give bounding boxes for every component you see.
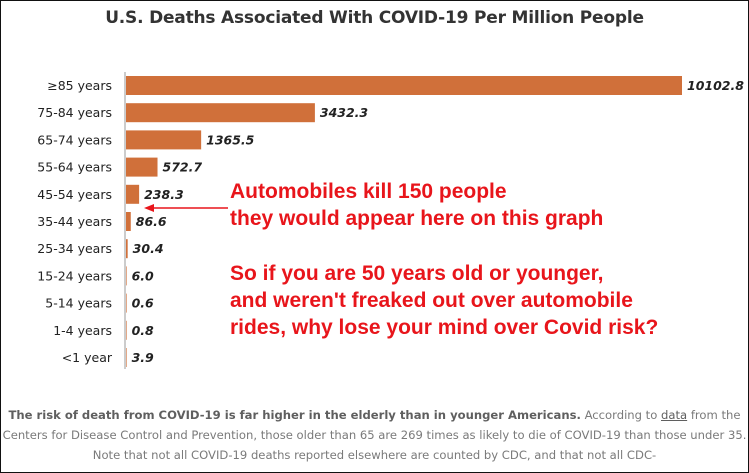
bar [126, 266, 127, 286]
bar-chart: ≥85 years 75-84 years 65-74 years 55-64 yea… [37, 72, 745, 369]
value-label: 3.9 [132, 350, 154, 365]
bar [126, 157, 158, 177]
caption: The risk of death from COVID-19 is far h… [0, 405, 749, 465]
value-label: 10102.8 [687, 78, 744, 93]
bar [126, 130, 202, 150]
category-label: 65-74 years [37, 132, 112, 147]
caption-bold-sentence: The risk of death from COVID-19 is far h… [8, 408, 581, 422]
category-label: <1 year [62, 350, 113, 365]
caption-text-1: According to [580, 408, 662, 422]
bar [126, 76, 682, 95]
bar [126, 212, 131, 231]
bar [126, 103, 315, 123]
category-label: 45-54 years [37, 187, 112, 202]
category-label: 75-84 years [37, 105, 112, 120]
annotation-question-line-2: and weren't freaked out over automobile [230, 289, 633, 312]
bars [126, 76, 682, 367]
category-label: 35-44 years [37, 214, 112, 229]
bar [126, 348, 127, 367]
value-label: 3432.3 [320, 105, 368, 120]
bar [126, 184, 140, 204]
value-label: 0.6 [132, 296, 154, 311]
bar [126, 293, 127, 313]
value-label: 0.8 [132, 323, 154, 338]
caption-data-link[interactable]: data [661, 408, 688, 422]
annotation-automobile-line-2: they would appear here on this graph [230, 207, 604, 230]
category-label: 15-24 years [37, 268, 112, 283]
chart-title: U.S. Deaths Associated With COVID-19 Per… [105, 8, 644, 28]
caption-text-2: from the Centers for Disease Control and… [2, 408, 747, 462]
annotation-arrow [144, 204, 228, 212]
value-label: 86.6 [136, 214, 167, 229]
bar [126, 320, 127, 340]
value-label: 6.0 [132, 268, 154, 283]
annotation-question-line-3: rides, why lose your mind over Covid ris… [230, 316, 659, 339]
category-label: ≥85 years [47, 78, 112, 93]
value-label: 572.7 [163, 160, 203, 175]
value-label: 1365.5 [206, 132, 255, 147]
annotation-automobile-line-1: Automobiles kill 150 people [230, 180, 507, 203]
category-label: 5-14 years [45, 296, 112, 311]
category-label: 25-34 years [37, 241, 112, 256]
bar [126, 239, 128, 259]
value-label: 30.4 [133, 241, 164, 256]
annotation-question-line-1: So if you are 50 years old or younger, [230, 262, 604, 285]
category-labels: ≥85 years 75-84 years 65-74 years 55-64 yea… [37, 78, 113, 365]
category-label: 55-64 years [37, 160, 112, 175]
category-label: 1-4 years [53, 323, 112, 338]
value-label: 238.3 [144, 187, 184, 202]
